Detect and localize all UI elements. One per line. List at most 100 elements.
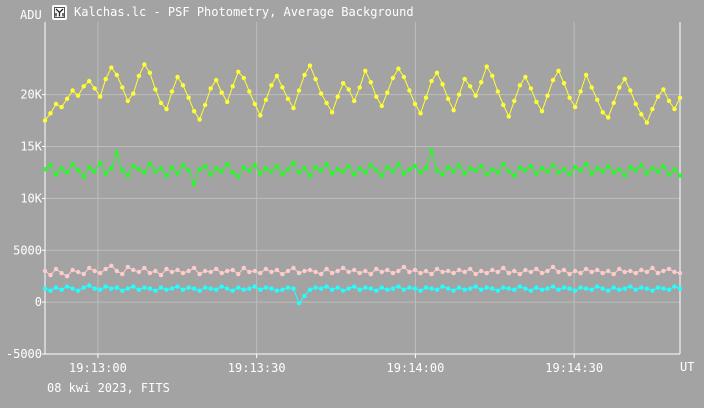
data-point-3 bbox=[329, 287, 335, 292]
data-point-3 bbox=[269, 286, 274, 291]
data-point-0 bbox=[291, 105, 296, 111]
data-point-0 bbox=[644, 120, 650, 125]
data-point-3 bbox=[280, 287, 285, 292]
data-point-0 bbox=[329, 110, 335, 115]
data-point-3 bbox=[517, 284, 523, 289]
data-point-1 bbox=[219, 169, 224, 174]
data-point-0 bbox=[64, 96, 70, 102]
data-point-2 bbox=[451, 270, 456, 276]
data-point-1 bbox=[180, 163, 186, 168]
data-point-1 bbox=[495, 170, 500, 175]
data-point-2 bbox=[650, 265, 655, 271]
data-point-3 bbox=[606, 288, 611, 293]
data-point-0 bbox=[230, 84, 235, 89]
data-point-3 bbox=[70, 286, 75, 291]
data-point-0 bbox=[285, 96, 291, 102]
data-point-2 bbox=[125, 264, 130, 270]
data-point-2 bbox=[324, 266, 329, 272]
data-point-0 bbox=[197, 117, 202, 122]
data-point-2 bbox=[390, 270, 396, 276]
data-point-0 bbox=[672, 106, 677, 112]
data-point-2 bbox=[617, 266, 622, 272]
data-point-1 bbox=[53, 172, 59, 177]
data-point-1 bbox=[595, 166, 600, 171]
data-point-2 bbox=[396, 268, 401, 274]
x-tick-label: 19:13:30 bbox=[228, 361, 286, 375]
data-point-3 bbox=[307, 287, 313, 292]
data-point-3 bbox=[440, 284, 445, 289]
data-point-3 bbox=[169, 286, 175, 291]
data-point-1 bbox=[307, 173, 313, 178]
data-point-3 bbox=[561, 285, 567, 290]
data-point-2 bbox=[407, 269, 412, 275]
data-point-3 bbox=[225, 286, 230, 291]
data-point-3 bbox=[302, 293, 307, 299]
data-point-2 bbox=[423, 268, 429, 274]
data-point-1 bbox=[87, 165, 92, 170]
data-point-2 bbox=[285, 268, 291, 274]
y-tick-label: 10K bbox=[20, 191, 42, 205]
data-point-3 bbox=[186, 285, 191, 290]
data-point-1 bbox=[352, 172, 357, 177]
data-point-0 bbox=[158, 100, 164, 106]
data-point-2 bbox=[219, 270, 224, 276]
data-point-0 bbox=[611, 100, 616, 106]
data-point-2 bbox=[296, 270, 302, 276]
data-point-1 bbox=[236, 174, 241, 179]
data-point-0 bbox=[142, 62, 147, 67]
data-point-0 bbox=[81, 84, 86, 89]
data-point-1 bbox=[556, 170, 561, 175]
data-point-1 bbox=[473, 168, 478, 173]
data-point-2 bbox=[363, 268, 368, 274]
data-point-0 bbox=[346, 87, 351, 92]
data-point-1 bbox=[214, 166, 219, 171]
data-point-2 bbox=[70, 267, 75, 273]
data-point-3 bbox=[219, 284, 224, 289]
data-point-0 bbox=[550, 77, 556, 83]
data-point-0 bbox=[639, 112, 644, 117]
data-point-2 bbox=[53, 266, 59, 272]
data-point-3 bbox=[158, 285, 164, 290]
data-point-2 bbox=[202, 268, 208, 274]
x-tick-label: 19:13:00 bbox=[69, 361, 127, 375]
data-point-3 bbox=[214, 287, 219, 292]
data-point-0 bbox=[247, 89, 252, 94]
data-point-2 bbox=[120, 271, 125, 277]
data-point-1 bbox=[59, 166, 64, 171]
data-point-2 bbox=[462, 269, 467, 275]
data-point-0 bbox=[545, 93, 550, 98]
data-point-0 bbox=[274, 73, 280, 79]
data-point-3 bbox=[368, 286, 373, 291]
data-point-1 bbox=[368, 163, 373, 168]
data-point-3 bbox=[81, 285, 86, 290]
data-point-3 bbox=[230, 288, 235, 293]
data-point-0 bbox=[335, 94, 340, 99]
data-point-3 bbox=[142, 285, 147, 290]
data-point-2 bbox=[158, 272, 164, 278]
data-point-0 bbox=[517, 83, 523, 88]
data-point-3 bbox=[285, 285, 291, 290]
data-point-3 bbox=[103, 284, 108, 289]
data-point-0 bbox=[208, 86, 213, 91]
data-point-3 bbox=[59, 287, 64, 292]
data-point-3 bbox=[92, 286, 97, 291]
app-logo-icon bbox=[52, 4, 67, 20]
data-point-0 bbox=[418, 111, 423, 116]
data-point-3 bbox=[335, 285, 340, 290]
data-point-1 bbox=[274, 164, 280, 169]
data-point-3 bbox=[98, 287, 103, 292]
data-point-2 bbox=[501, 265, 506, 271]
data-point-0 bbox=[401, 74, 407, 80]
data-point-3 bbox=[114, 285, 120, 290]
data-point-2 bbox=[434, 266, 440, 272]
data-point-3 bbox=[252, 284, 257, 289]
x-tick-label: 19:14:30 bbox=[545, 361, 603, 375]
data-point-2 bbox=[589, 269, 594, 275]
data-point-2 bbox=[302, 268, 307, 274]
data-point-0 bbox=[352, 98, 357, 104]
data-point-3 bbox=[42, 286, 48, 291]
data-point-1 bbox=[296, 170, 302, 175]
data-point-2 bbox=[131, 267, 136, 273]
data-point-0 bbox=[600, 110, 605, 115]
data-point-2 bbox=[98, 270, 103, 276]
